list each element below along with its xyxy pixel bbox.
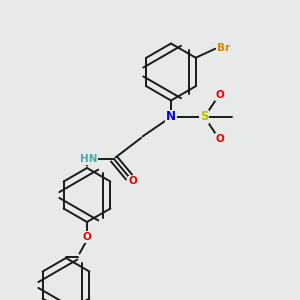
- Text: Br: Br: [217, 43, 230, 53]
- Text: O: O: [215, 90, 224, 100]
- Text: O: O: [82, 232, 91, 242]
- Text: O: O: [128, 176, 137, 187]
- Text: S: S: [200, 110, 208, 124]
- Text: N: N: [166, 110, 176, 124]
- Text: HN: HN: [80, 154, 97, 164]
- Text: O: O: [215, 134, 224, 144]
